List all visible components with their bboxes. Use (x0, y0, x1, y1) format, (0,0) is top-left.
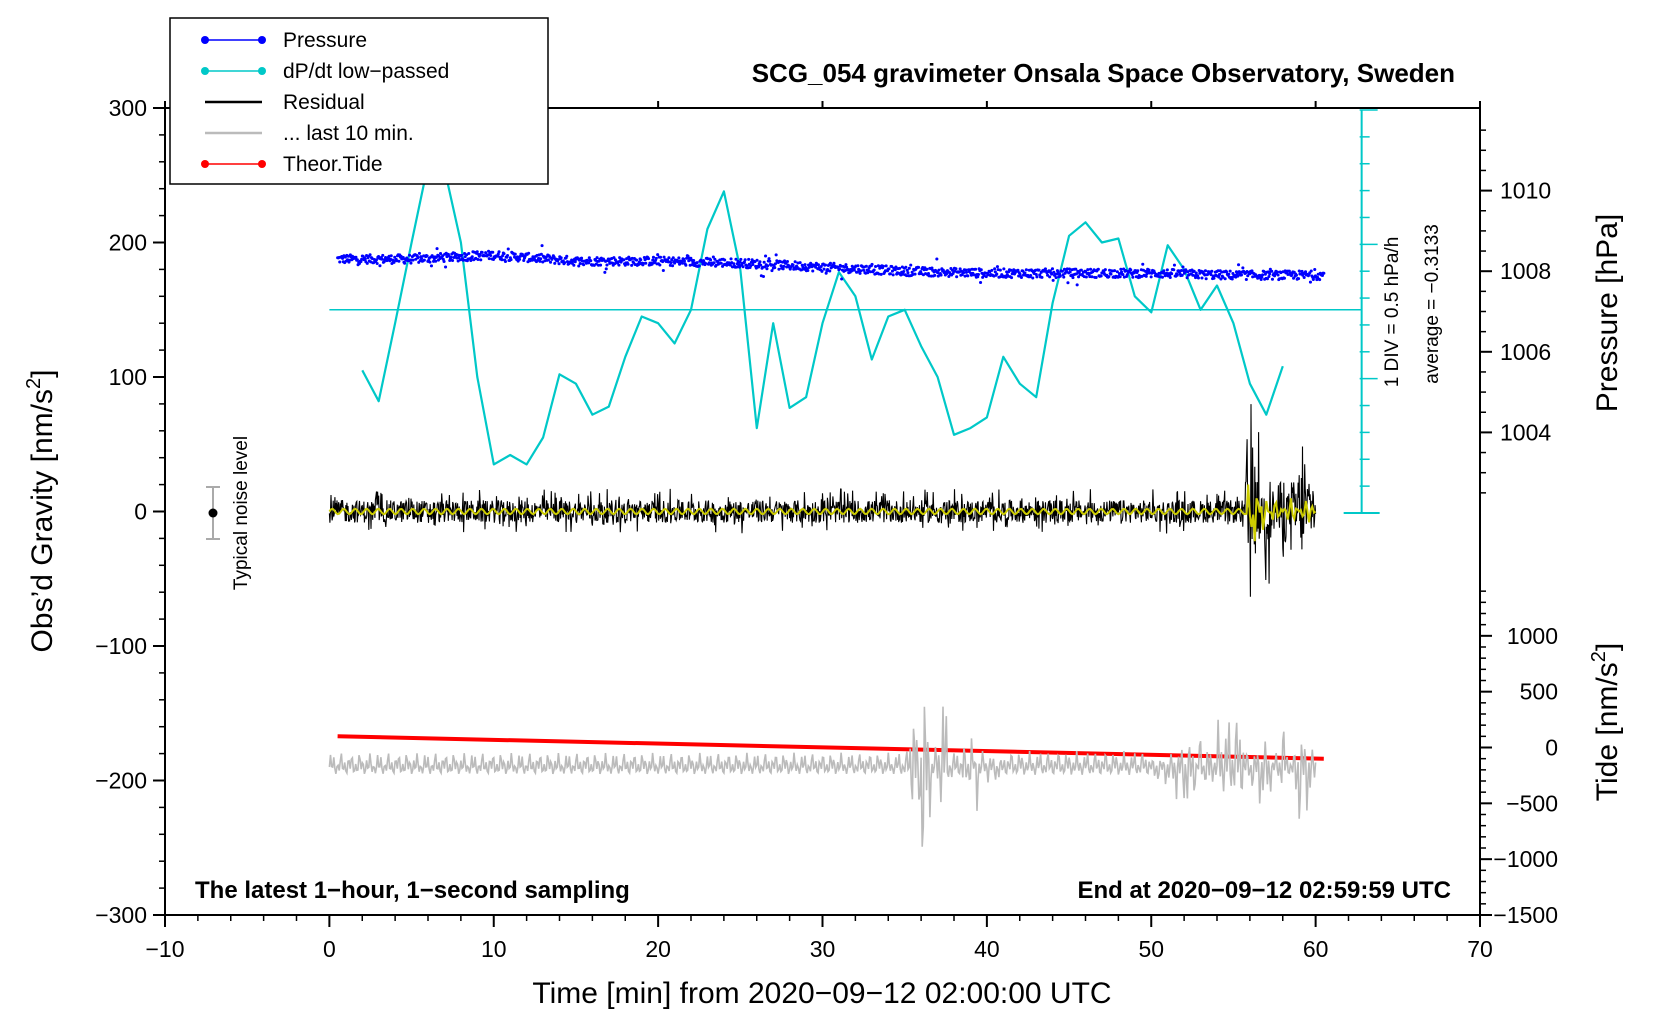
series-layer (328, 163, 1362, 847)
x-tick-label: −10 (145, 936, 184, 962)
residual-line (328, 404, 1317, 597)
legend-swatch-marker (201, 160, 209, 168)
legend-label: ... last 10 min. (283, 122, 414, 145)
tide-tick-label: 500 (1520, 679, 1558, 705)
y-tick-label: −100 (95, 633, 147, 659)
sampling-note: The latest 1−hour, 1−second sampling (195, 877, 630, 904)
dpdt-line (361, 163, 1284, 466)
legend-label: Pressure (283, 29, 367, 52)
pressure-axis-title: Pressure [hPa] (1591, 214, 1624, 412)
last-10-min-line (328, 706, 1317, 847)
legend-item: Theor.Tide (201, 153, 383, 176)
tide-axis: −1500 −1000 −500 0 500 1000 (1480, 590, 1558, 928)
y-tick-label: 200 (109, 230, 147, 256)
legend-item: ... last 10 min. (205, 122, 414, 145)
pressure-tick-label: 1008 (1500, 258, 1551, 284)
tide-tick-label: −1500 (1493, 902, 1558, 928)
tide-tick-label: 1000 (1507, 623, 1558, 649)
legend-swatch-marker (258, 160, 266, 168)
residual-lowpass-line (328, 484, 1317, 542)
legend-item: Residual (205, 91, 365, 114)
x-tick-label: 50 (1138, 936, 1164, 962)
dpdt-scale-bar (1343, 109, 1380, 514)
legend: Pressure dP/dt low−passed Residual ... last… (169, 17, 549, 185)
y-tick-label: 0 (134, 499, 147, 525)
x-tick-label: 0 (323, 936, 336, 962)
x-axis-title: Time [min] from 2020−09−12 02:00:00 UTC (532, 977, 1111, 1010)
y-tick-label: 300 (109, 95, 147, 121)
noise-level-marker (206, 486, 220, 540)
dpdt-div-label: 1 DIV = 0.5 hPa/h (1382, 237, 1403, 388)
noise-level-label: Typical noise level (231, 436, 252, 590)
x-tick-label: 70 (1467, 936, 1493, 962)
legend-swatch-marker (258, 36, 266, 44)
pressure-tick-label: 1006 (1500, 339, 1551, 365)
x-tick-label: 30 (810, 936, 836, 962)
x-axis: −10 0 10 20 30 40 50 60 70 (145, 101, 1493, 962)
tide-line (337, 734, 1324, 761)
dpdt-average-label: average = −0.3133 (1422, 224, 1443, 384)
legend-label: Theor.Tide (283, 153, 383, 176)
tide-tick-label: −1000 (1493, 846, 1558, 872)
legend-swatch-marker (201, 36, 209, 44)
legend-label: Residual (283, 91, 365, 114)
pressure-points (336, 244, 1326, 287)
x-tick-label: 20 (645, 936, 671, 962)
tide-tick-label: 0 (1545, 735, 1558, 761)
legend-swatch-marker (201, 67, 209, 75)
legend-label: dP/dt low−passed (283, 60, 449, 83)
pressure-tick-label: 1004 (1500, 419, 1551, 445)
legend-swatch-marker (258, 67, 266, 75)
legend-item: Pressure (201, 29, 367, 52)
end-time-note: End at 2020−09−12 02:59:59 UTC (1077, 877, 1451, 904)
y-tick-label: −200 (95, 768, 147, 794)
y-tick-label: 100 (109, 364, 147, 390)
tide-axis-title: Tide [nm/s2] (1588, 643, 1624, 801)
legend-item: dP/dt low−passed (201, 60, 449, 83)
left-axis-title: Obs’d Gravity [nm/s2] (23, 370, 59, 653)
x-tick-label: 60 (1303, 936, 1329, 962)
pressure-tick-label: 1010 (1500, 178, 1551, 204)
tide-tick-label: −500 (1506, 790, 1558, 816)
x-tick-label: 40 (974, 936, 1000, 962)
pressure-axis: 1004 1006 1008 1010 (1480, 129, 1551, 494)
y-tick-label: −300 (95, 902, 147, 928)
left-y-axis: −300 −200 −100 0 100 200 300 (95, 95, 165, 928)
x-tick-label: 10 (481, 936, 507, 962)
plot-title: SCG_054 gravimeter Onsala Space Observat… (752, 58, 1455, 88)
